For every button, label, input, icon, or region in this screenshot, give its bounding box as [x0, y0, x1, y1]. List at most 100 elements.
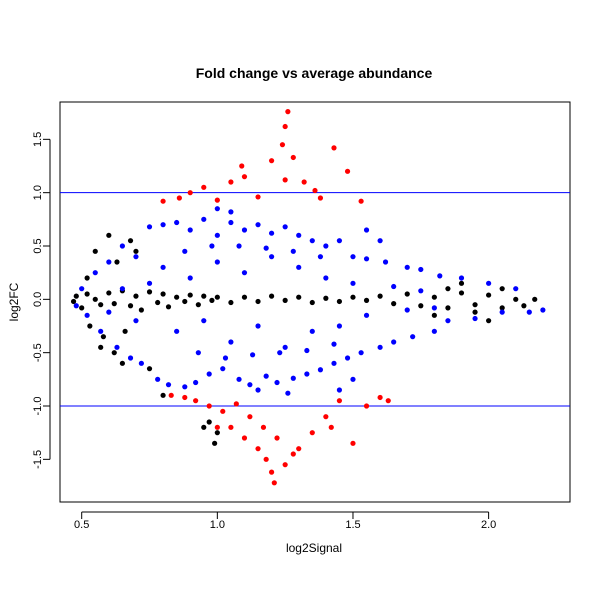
data-point: [513, 286, 519, 292]
data-point: [290, 154, 296, 161]
data-point: [168, 392, 174, 398]
data-point: [404, 291, 410, 297]
data-point: [165, 382, 172, 388]
x-tick-label: 1.5: [345, 519, 360, 531]
data-point: [377, 344, 383, 350]
data-point: [323, 295, 329, 301]
data-point: [209, 243, 215, 249]
data-point: [247, 414, 253, 420]
data-point: [160, 264, 166, 270]
data-point: [247, 382, 253, 388]
data-point: [317, 195, 324, 201]
data-point: [309, 238, 315, 244]
data-point: [431, 294, 437, 300]
data-point: [323, 414, 329, 420]
chart-title: Fold change vs average abundance: [196, 65, 433, 81]
plot-frame: [59, 101, 571, 503]
data-point: [195, 350, 201, 356]
data-point: [377, 238, 383, 244]
data-point: [79, 286, 85, 292]
data-point: [486, 292, 492, 298]
data-point: [274, 379, 280, 386]
data-point: [296, 264, 302, 270]
data-point: [336, 298, 343, 305]
data-point: [363, 312, 370, 318]
data-point: [250, 352, 256, 358]
data-point: [431, 328, 437, 334]
data-point: [458, 280, 465, 286]
data-point: [127, 238, 134, 244]
data-point: [73, 293, 79, 299]
data-point: [350, 440, 356, 446]
data-point: [206, 419, 212, 425]
data-point: [282, 297, 288, 303]
data-point: [404, 264, 410, 270]
data-point: [209, 297, 215, 303]
x-tick-label: 1.0: [210, 519, 225, 531]
data-point: [363, 256, 370, 262]
data-point: [206, 371, 212, 377]
data-point: [410, 334, 416, 340]
data-point: [70, 298, 77, 305]
data-point: [268, 469, 275, 475]
data-point: [138, 307, 144, 313]
data-point: [255, 387, 261, 393]
data-point: [358, 198, 364, 204]
data-point: [336, 323, 343, 329]
data-point: [304, 347, 310, 354]
data-point: [290, 451, 296, 457]
data-point: [540, 307, 546, 313]
data-point: [79, 305, 85, 311]
data-point: [92, 296, 98, 302]
data-point: [437, 273, 443, 279]
data-point: [350, 280, 356, 286]
data-point: [201, 293, 207, 299]
data-point: [146, 289, 153, 295]
data-point: [309, 328, 315, 334]
data-point: [268, 293, 275, 299]
data-point: [268, 254, 275, 260]
data-point: [106, 259, 112, 265]
data-point: [382, 259, 389, 265]
data-point: [233, 401, 239, 407]
data-point: [350, 376, 356, 382]
data-point: [304, 371, 310, 377]
data-point: [160, 198, 166, 204]
data-point: [331, 341, 337, 347]
data-point: [165, 304, 172, 310]
data-point: [146, 366, 153, 372]
data-point: [133, 293, 139, 299]
data-point: [201, 424, 207, 430]
data-point: [106, 290, 112, 296]
data-point: [344, 355, 351, 361]
data-point: [98, 328, 104, 334]
data-point: [214, 424, 220, 430]
data-point: [214, 232, 220, 238]
y-tick-label: -1.5: [32, 450, 44, 469]
data-point: [431, 305, 437, 311]
data-point: [296, 294, 302, 300]
data-point: [236, 243, 242, 249]
data-point: [445, 286, 451, 292]
data-point: [282, 224, 288, 230]
data-point: [323, 243, 329, 249]
data-point: [279, 142, 286, 148]
data-point: [317, 254, 324, 260]
data-point: [431, 312, 437, 318]
data-point: [255, 323, 261, 329]
data-point: [114, 344, 120, 350]
data-point: [201, 216, 207, 222]
data-point: [187, 190, 193, 196]
data-point: [526, 309, 532, 315]
x-tick-label: 0.5: [74, 519, 89, 531]
data-point: [133, 318, 139, 324]
data-point: [358, 350, 364, 356]
data-point: [391, 283, 397, 290]
data-point: [263, 456, 269, 462]
data-point: [418, 303, 424, 309]
data-point: [472, 309, 478, 315]
x-tick-label: 2.0: [481, 519, 496, 531]
data-point: [193, 379, 199, 386]
data-point: [499, 305, 505, 311]
data-point: [391, 339, 397, 345]
